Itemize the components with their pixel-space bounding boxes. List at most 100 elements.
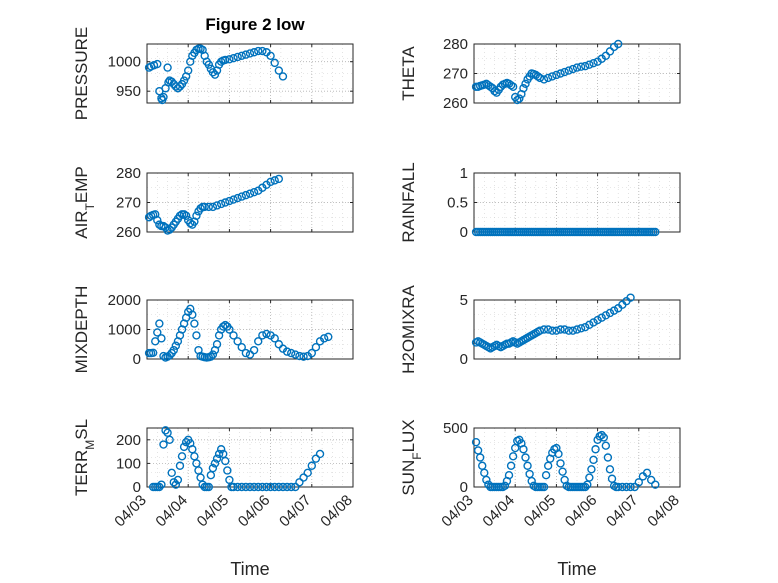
data-point xyxy=(527,476,536,486)
data-point xyxy=(287,482,296,492)
data-point xyxy=(270,58,279,68)
y-axis-label: THETA xyxy=(399,46,418,101)
y-axis-label: AIRTEMP xyxy=(72,166,97,239)
data-point xyxy=(208,68,218,77)
data-point xyxy=(165,225,174,234)
data-point xyxy=(646,475,656,485)
data-point xyxy=(159,92,168,102)
data-point xyxy=(519,445,528,454)
data-point xyxy=(601,311,611,320)
data-point xyxy=(245,189,255,198)
data-point xyxy=(295,478,304,487)
data-point xyxy=(311,454,321,463)
y-tick-label: 5 xyxy=(460,292,468,309)
data-point xyxy=(221,456,230,466)
data-point xyxy=(190,319,199,328)
y-tick-label: 280 xyxy=(116,165,141,182)
data-point xyxy=(295,351,304,361)
y-axis-label: H2OMIXRA xyxy=(399,284,418,373)
data-point xyxy=(622,482,631,492)
data-point xyxy=(167,468,176,478)
data-point xyxy=(490,86,499,96)
data-point xyxy=(614,39,623,49)
data-point xyxy=(181,437,191,447)
data-point xyxy=(568,64,578,74)
data-point xyxy=(307,461,316,470)
data-point xyxy=(585,60,594,69)
data-point xyxy=(169,345,178,355)
y-axis-label: PRESSURE xyxy=(72,27,91,121)
y-axis-label: MIXDEPTH xyxy=(72,286,91,374)
data-point xyxy=(212,340,222,349)
data-point xyxy=(543,325,553,334)
data-point xyxy=(237,482,246,492)
data-point xyxy=(181,211,191,220)
y-tick-label: 950 xyxy=(116,83,141,100)
data-point xyxy=(171,341,181,350)
axes-box xyxy=(146,43,354,104)
subplot-rainfall: 0 0.5 1 RAINFALL xyxy=(399,162,681,243)
data-point xyxy=(651,480,660,489)
data-point xyxy=(299,473,308,482)
data-point xyxy=(270,482,279,492)
data-point xyxy=(254,482,263,492)
data-point xyxy=(233,52,242,62)
data-point xyxy=(192,211,201,220)
data-point xyxy=(508,82,518,91)
y-tick-label: 0 xyxy=(460,479,468,496)
data-point xyxy=(225,55,234,64)
data-point xyxy=(241,348,251,358)
data-point xyxy=(581,322,590,332)
data-point xyxy=(278,482,288,492)
data-point xyxy=(506,81,516,90)
data-point xyxy=(165,351,174,360)
data-point xyxy=(552,70,561,80)
data-point xyxy=(221,198,230,207)
data-point xyxy=(605,465,615,474)
data-point xyxy=(634,478,643,487)
data-point xyxy=(163,63,172,72)
y-tick-label: 0 xyxy=(133,479,141,496)
data-point xyxy=(249,187,259,197)
data-point xyxy=(291,350,300,359)
data-point xyxy=(208,350,218,359)
subplot-air-temp: 260 270 280 AIRTEMP xyxy=(72,165,354,241)
x-axis-label: Time xyxy=(557,559,596,579)
data-point xyxy=(576,62,586,71)
data-point xyxy=(183,66,193,75)
data-point xyxy=(192,331,201,340)
data-point xyxy=(229,482,238,492)
y-axis-label: SUNFLUX xyxy=(399,419,424,495)
data-point xyxy=(208,202,218,212)
data-point xyxy=(504,471,514,480)
data-point xyxy=(204,482,214,492)
data-point xyxy=(539,75,549,84)
data-point xyxy=(245,49,255,58)
data-point xyxy=(303,468,312,478)
data-point xyxy=(560,67,569,77)
data-point xyxy=(564,66,573,75)
y-tick-label: 270 xyxy=(116,195,141,212)
data-point xyxy=(249,345,259,355)
data-point xyxy=(169,478,178,487)
data-point xyxy=(177,452,187,461)
data-point xyxy=(601,51,611,60)
data-point xyxy=(270,334,279,343)
y-tick-label: 200 xyxy=(116,432,141,449)
data-point xyxy=(560,325,569,334)
data-point xyxy=(274,340,284,349)
data-point xyxy=(548,72,557,81)
data-point xyxy=(254,337,263,346)
data-point xyxy=(159,221,168,231)
data-point xyxy=(554,449,563,459)
data-point xyxy=(208,463,218,473)
data-point xyxy=(597,430,606,440)
data-point xyxy=(581,482,590,492)
data-point xyxy=(245,482,255,492)
data-point xyxy=(319,334,329,343)
data-point xyxy=(249,48,259,57)
data-point xyxy=(597,313,606,322)
data-point xyxy=(171,480,181,489)
y-tick-label: 1 xyxy=(460,165,468,182)
